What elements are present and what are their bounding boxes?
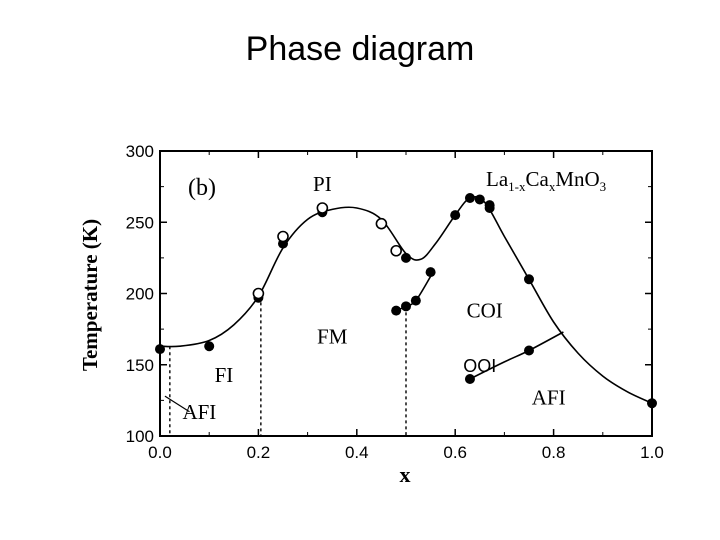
panel-label: (b) bbox=[188, 175, 216, 201]
filled-data-point bbox=[450, 210, 461, 221]
x-tick-label: 0.4 bbox=[345, 443, 369, 462]
open-data-point bbox=[375, 217, 388, 230]
slide-title: Phase diagram bbox=[245, 30, 475, 68]
filled-data-point bbox=[464, 374, 475, 384]
filled-data-point bbox=[401, 252, 411, 263]
filled-data-point bbox=[524, 345, 534, 356]
filled-data-point bbox=[425, 267, 436, 278]
filled-data-point bbox=[464, 193, 475, 204]
filled-data-point bbox=[524, 274, 534, 285]
y-tick-label: 200 bbox=[126, 285, 154, 304]
afi-pointer-line bbox=[164, 395, 190, 413]
y-tick-label: 150 bbox=[126, 356, 154, 375]
phase-label: AFI bbox=[532, 386, 566, 410]
data-points bbox=[155, 193, 657, 409]
y-tick-label: 250 bbox=[126, 213, 154, 232]
filled-data-point bbox=[647, 398, 657, 409]
open-data-point bbox=[252, 287, 265, 300]
phase-label: COI bbox=[467, 299, 503, 323]
coi-afi-boundary bbox=[469, 331, 564, 380]
y-axis-label: Temperature (K) bbox=[78, 219, 102, 371]
filled-data-point bbox=[391, 305, 402, 316]
phase-label: FI bbox=[215, 363, 234, 387]
x-tick-label: 0.2 bbox=[247, 443, 271, 462]
compound-label: La1-xCaxMnO3 bbox=[486, 167, 606, 194]
open-data-point bbox=[316, 202, 329, 214]
phase-labels: PI FM FI AFI COI AFI OOI bbox=[182, 172, 565, 424]
filled-data-point bbox=[474, 194, 485, 205]
axis-ticks: 0.0 0.2 0.4 0.6 0.8 1.0 100 150 200 250 300 bbox=[126, 142, 664, 462]
x-tick-label: 0.6 bbox=[443, 443, 467, 462]
x-tick-label: 0.0 bbox=[148, 443, 172, 462]
x-tick-label: 1.0 bbox=[640, 443, 664, 462]
ooi-label: OOI bbox=[463, 356, 496, 376]
phase-label: FM bbox=[317, 324, 348, 348]
phase-label: PI bbox=[313, 172, 332, 196]
filled-data-point bbox=[155, 344, 165, 355]
main-phase-boundary bbox=[159, 195, 653, 404]
filled-data-point bbox=[204, 341, 215, 352]
y-tick-label: 300 bbox=[126, 142, 154, 161]
open-data-point bbox=[277, 230, 289, 243]
phase-boundaries bbox=[159, 195, 653, 436]
x-tick-label: 0.8 bbox=[542, 443, 566, 462]
x-axis-label: x bbox=[400, 462, 411, 487]
y-tick-label: 100 bbox=[126, 427, 154, 446]
phase-label: AFI bbox=[182, 400, 216, 424]
open-data-point bbox=[390, 244, 402, 257]
filled-data-point bbox=[401, 301, 411, 312]
filled-data-point bbox=[410, 295, 421, 306]
filled-data-point bbox=[484, 200, 495, 211]
